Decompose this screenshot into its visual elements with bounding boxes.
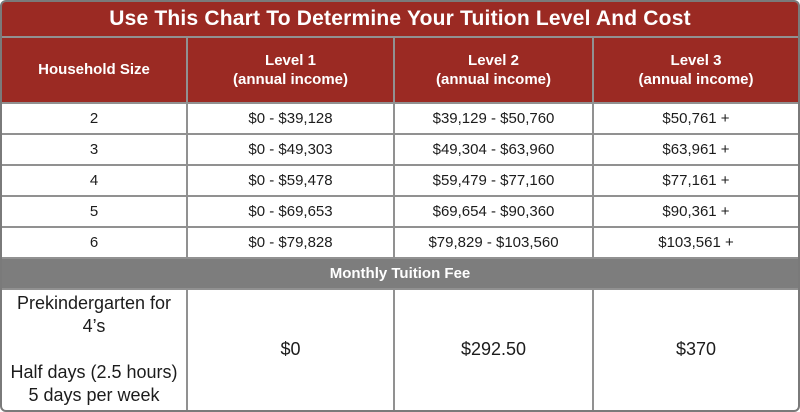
level-3-monthly-fee: $370 xyxy=(594,290,798,410)
table-header-row: Household Size Level 1 (annual income) L… xyxy=(2,38,798,102)
level-3-income-range: $63,961 + xyxy=(594,135,798,164)
table-row: 2 $0 - $39,128 $39,129 - $50,760 $50,761… xyxy=(2,104,798,133)
level-3-income-range: $50,761 + xyxy=(594,104,798,133)
level-3-income-range: $90,361 + xyxy=(594,197,798,226)
table-row: 5 $0 - $69,653 $69,654 - $90,360 $90,361… xyxy=(2,197,798,226)
level-1-income-range: $0 - $49,303 xyxy=(188,135,393,164)
level-1-monthly-fee: $0 xyxy=(188,290,393,410)
table-row: 6 $0 - $79,828 $79,829 - $103,560 $103,5… xyxy=(2,228,798,257)
level-3-income-range: $77,161 + xyxy=(594,166,798,195)
level-1-income-range: $0 - $59,478 xyxy=(188,166,393,195)
chart-title: Use This Chart To Determine Your Tuition… xyxy=(2,2,798,36)
household-size-value: 4 xyxy=(2,166,186,195)
tuition-fee-row: Prekindergarten for 4’s Half days (2.5 h… xyxy=(2,290,798,410)
program-name: Prekindergarten for 4’s xyxy=(16,293,172,337)
household-size-value: 6 xyxy=(2,228,186,257)
level-1-income-range: $0 - $39,128 xyxy=(188,104,393,133)
household-size-value: 2 xyxy=(2,104,186,133)
household-size-value: 5 xyxy=(2,197,186,226)
column-header-household-size: Household Size xyxy=(2,38,186,102)
program-schedule: Half days (2.5 hours) 5 days per week xyxy=(10,361,178,406)
column-header-level-2: Level 2 (annual income) xyxy=(395,38,592,102)
level-1-income-range: $0 - $79,828 xyxy=(188,228,393,257)
level-2-income-range: $69,654 - $90,360 xyxy=(395,197,592,226)
level-3-income-range: $103,561 + xyxy=(594,228,798,257)
level-2-income-range: $59,479 - $77,160 xyxy=(395,166,592,195)
level-2-income-range: $49,304 - $63,960 xyxy=(395,135,592,164)
level-2-income-range: $79,829 - $103,560 xyxy=(395,228,592,257)
program-description: Prekindergarten for 4’s Half days (2.5 h… xyxy=(2,290,186,410)
monthly-tuition-fee-section-header: Monthly Tuition Fee xyxy=(2,259,798,288)
level-2-income-range: $39,129 - $50,760 xyxy=(395,104,592,133)
level-1-income-range: $0 - $69,653 xyxy=(188,197,393,226)
household-size-value: 3 xyxy=(2,135,186,164)
table-row: 3 $0 - $49,303 $49,304 - $63,960 $63,961… xyxy=(2,135,798,164)
column-header-level-1: Level 1 (annual income) xyxy=(188,38,393,102)
level-2-monthly-fee: $292.50 xyxy=(395,290,592,410)
column-header-level-3: Level 3 (annual income) xyxy=(594,38,798,102)
table-row: 4 $0 - $59,478 $59,479 - $77,160 $77,161… xyxy=(2,166,798,195)
